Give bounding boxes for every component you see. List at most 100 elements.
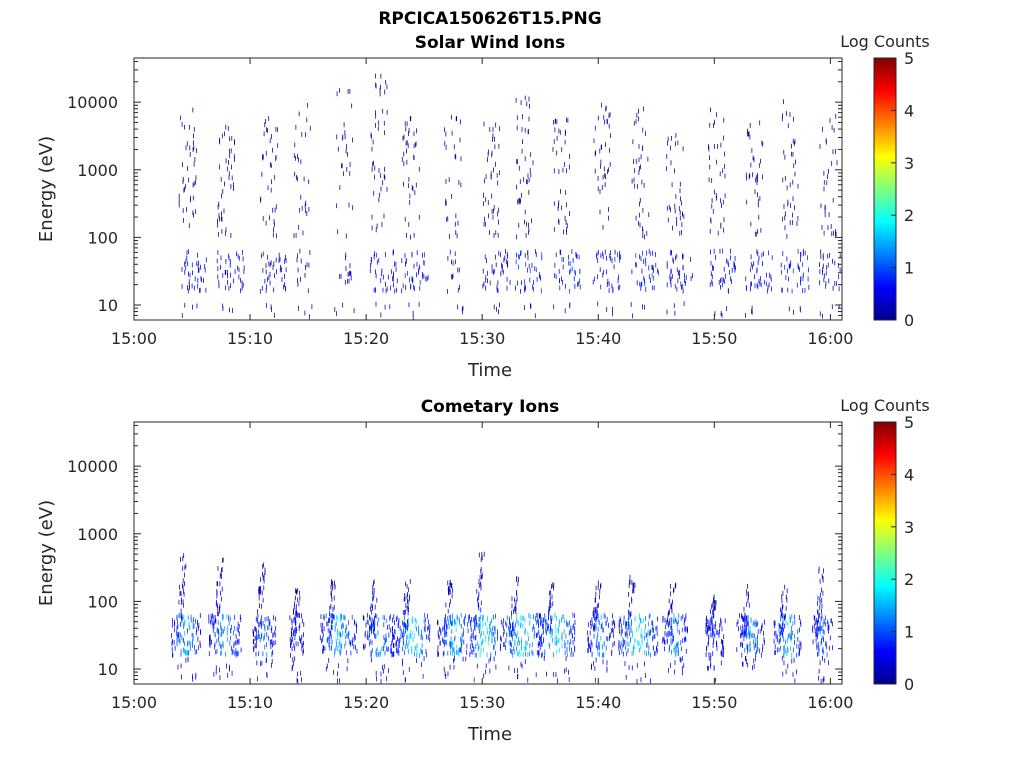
heatmap-cell (555, 672, 557, 678)
heatmap-cell (218, 641, 220, 647)
heatmap-cell (608, 215, 609, 221)
heatmap-cell (524, 284, 526, 290)
heatmap-cell (802, 251, 804, 257)
heatmap-cell (744, 612, 746, 618)
heatmap-cell (590, 624, 592, 630)
heatmap-cell (824, 658, 826, 664)
heatmap-cell (785, 620, 787, 626)
heatmap-cell (407, 626, 409, 632)
heatmap-cell (550, 599, 551, 605)
heatmap-cell (514, 603, 516, 609)
heatmap-cell (339, 639, 341, 644)
heatmap-cell (373, 629, 375, 635)
heatmap-cell (721, 277, 723, 282)
heatmap-cell (781, 622, 783, 628)
heatmap-cell (491, 193, 493, 199)
heatmap-cell (781, 626, 782, 632)
heatmap-cell (256, 630, 258, 636)
heatmap-cell (762, 174, 763, 180)
heatmap-cell (413, 131, 415, 137)
heatmap-cell (601, 102, 602, 108)
heatmap-cell (219, 216, 220, 222)
heatmap-cell (345, 628, 346, 634)
heatmap-cell (750, 162, 752, 168)
heatmap-cell (267, 185, 269, 191)
heatmap-cell (597, 603, 598, 609)
heatmap-cell (762, 644, 764, 649)
y-tick-label: 10 (98, 296, 118, 315)
heatmap-cell (714, 119, 715, 125)
heatmap-cell (272, 632, 274, 638)
heatmap-cell (416, 261, 418, 267)
heatmap-cell (412, 186, 414, 192)
heatmap-cell (832, 645, 833, 651)
heatmap-cell (212, 627, 214, 633)
heatmap-cell (626, 651, 628, 657)
heatmap-cell (821, 603, 823, 609)
heatmap-cell (544, 649, 546, 655)
heatmap-cell (372, 596, 374, 602)
heatmap-cell (608, 207, 609, 212)
heatmap-cell (375, 633, 377, 639)
heatmap-cell (197, 621, 198, 627)
heatmap-cell (180, 651, 182, 657)
heatmap-cell (331, 620, 332, 626)
heatmap-cell (711, 178, 713, 183)
heatmap-cell (262, 267, 264, 273)
colorbar-tick-label: 3 (904, 518, 914, 537)
heatmap-cell (396, 615, 398, 621)
heatmap-cell (823, 170, 825, 176)
heatmap-cell (192, 638, 193, 644)
heatmap-cell (518, 652, 520, 658)
heatmap-cell (607, 119, 608, 125)
heatmap-cell (241, 280, 243, 286)
heatmap-cell (330, 630, 331, 636)
heatmap-cell (785, 594, 787, 600)
heatmap-cell (791, 151, 792, 157)
heatmap-cell (408, 302, 410, 308)
heatmap-cell (654, 633, 656, 639)
heatmap-cell (720, 278, 721, 283)
heatmap-cell (603, 114, 605, 120)
heatmap-cell (710, 656, 712, 662)
heatmap-cell (606, 667, 608, 673)
heatmap-cell (392, 637, 393, 643)
heatmap-cell (552, 147, 554, 152)
heatmap-cell (418, 267, 420, 273)
heatmap-cell (480, 607, 482, 613)
heatmap-cell (323, 626, 325, 632)
heatmap-cell (783, 649, 785, 655)
heatmap-cell (386, 286, 388, 292)
heatmap-cell (610, 256, 612, 261)
heatmap-cell (759, 648, 761, 654)
heatmap-cell (322, 637, 324, 642)
heatmap-cell (309, 250, 311, 255)
heatmap-cell (640, 618, 641, 623)
heatmap-cell (819, 596, 821, 602)
heatmap-cell (266, 127, 267, 132)
heatmap-cell (404, 623, 406, 628)
heatmap-cell (178, 637, 180, 643)
heatmap-cell (348, 639, 350, 645)
heatmap-cell (210, 638, 212, 644)
heatmap-cell (349, 162, 351, 167)
heatmap-cell (452, 647, 454, 653)
heatmap-cell (631, 665, 633, 671)
heatmap-cell (221, 193, 222, 199)
heatmap-cell (215, 649, 217, 655)
heatmap-cell (337, 671, 338, 677)
heatmap-cell (669, 645, 670, 650)
heatmap-cell (397, 623, 399, 629)
heatmap-cell (467, 622, 468, 628)
heatmap-cell (405, 623, 407, 629)
heatmap-cell (587, 648, 589, 654)
heatmap-cell (563, 257, 564, 263)
heatmap-cell (490, 627, 491, 633)
heatmap-cell (612, 311, 613, 317)
heatmap-cell (402, 629, 404, 635)
heatmap-cell (782, 603, 784, 609)
heatmap-cell (782, 216, 783, 222)
heatmap-cell (383, 622, 385, 628)
heatmap-cell (682, 253, 684, 259)
